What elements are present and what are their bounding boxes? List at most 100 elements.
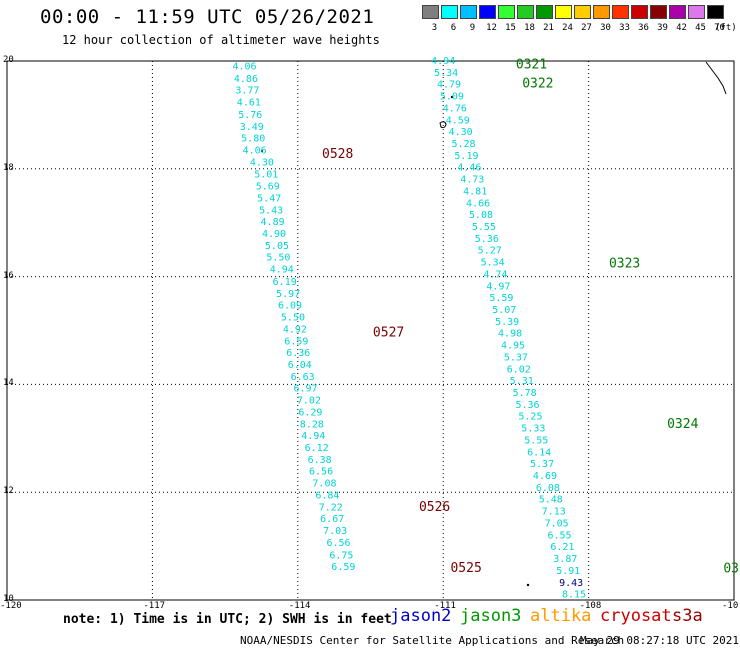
wave-height-value: 4.94 bbox=[270, 265, 294, 276]
wave-height-value: 6.59 bbox=[331, 562, 355, 573]
longitude-label: -120 bbox=[0, 601, 22, 611]
longitude-label: -114 bbox=[288, 601, 311, 611]
coastline-segment bbox=[705, 61, 727, 95]
wave-height-value: 4.46 bbox=[457, 163, 481, 174]
wave-height-value: 5.50 bbox=[266, 253, 290, 264]
latitude-label: 18 bbox=[3, 162, 14, 173]
wave-height-value: 5.05 bbox=[265, 241, 289, 252]
wave-height-value: 5.91 bbox=[556, 566, 580, 577]
island-marker bbox=[260, 149, 264, 153]
wave-height-value: 6.75 bbox=[329, 550, 353, 561]
wave-height-value: 4.73 bbox=[460, 175, 484, 186]
wave-height-value: 4.59 bbox=[446, 115, 470, 126]
wave-height-value: 7.05 bbox=[545, 518, 569, 529]
map-frame bbox=[6, 60, 735, 601]
wave-height-value: 4.74 bbox=[483, 269, 507, 280]
wave-height-value: 4.06 bbox=[232, 61, 256, 72]
wave-height-value: 5.55 bbox=[524, 435, 548, 446]
generation-timestamp: May 29 08:27:18 UTC 2021 bbox=[580, 634, 739, 647]
wave-height-value: 5.78 bbox=[513, 388, 537, 399]
legend-label: 3 bbox=[431, 23, 438, 33]
legend-label: 39 bbox=[657, 23, 668, 33]
pass-time-label: 0525 bbox=[450, 561, 481, 576]
satellite-name: altika bbox=[530, 606, 592, 626]
legend-swatch bbox=[631, 5, 648, 19]
longitude-label: -117 bbox=[143, 601, 166, 611]
wave-height-value: 5.19 bbox=[454, 151, 478, 162]
wave-height-value: 3.87 bbox=[553, 554, 577, 565]
legend-swatch bbox=[479, 5, 496, 19]
legend-label: 18 bbox=[524, 23, 535, 33]
wave-height-value: 6.19 bbox=[273, 277, 297, 288]
latitude-label: 10 bbox=[3, 594, 14, 604]
latitude-label: 12 bbox=[3, 486, 14, 497]
wave-height-value: 5.97 bbox=[276, 289, 300, 300]
pass-time-label: 0321 bbox=[516, 58, 547, 73]
wave-height-value: 5.37 bbox=[504, 352, 528, 363]
legend-label: 36 bbox=[638, 23, 649, 33]
satellite-name: jason2 bbox=[390, 606, 452, 626]
wave-height-value: 5.27 bbox=[478, 246, 502, 257]
wave-height-value: 4.98 bbox=[498, 329, 522, 340]
latitude-label: 14 bbox=[3, 378, 14, 389]
wave-height-value: 8.15 bbox=[562, 590, 586, 601]
legend-unit: (ft) bbox=[715, 23, 737, 33]
wave-height-value: 6.97 bbox=[294, 384, 318, 395]
wave-height-value: 6.55 bbox=[547, 530, 571, 541]
wave-height-value: 5.76 bbox=[238, 110, 262, 121]
wave-height-value: 5.47 bbox=[257, 193, 281, 204]
legend-swatch bbox=[688, 5, 705, 19]
island-marker bbox=[526, 583, 530, 587]
legend-swatch bbox=[707, 5, 724, 19]
wave-height-value: 5.36 bbox=[475, 234, 499, 245]
wave-height-value: 6.56 bbox=[309, 467, 333, 478]
pass-time-label: 0325 bbox=[723, 562, 740, 577]
legend-label: 30 bbox=[600, 23, 611, 33]
pass-time-label: 0528 bbox=[322, 147, 353, 162]
wave-height-value: 7.03 bbox=[323, 526, 347, 537]
legend-label: 12 bbox=[486, 23, 497, 33]
wave-height-value: 4.79 bbox=[437, 80, 461, 91]
legend-swatch bbox=[650, 5, 667, 19]
wave-height-value: 5.69 bbox=[256, 182, 280, 193]
wave-height-value: 6.63 bbox=[291, 372, 315, 383]
wave-height-value: 3.77 bbox=[235, 86, 259, 97]
track-west: 4.064.863.774.615.763.495.804.064.305.01… bbox=[232, 61, 355, 573]
wave-height-value: 4.89 bbox=[261, 217, 285, 228]
latitude-label: 20 bbox=[3, 55, 14, 65]
island-marker bbox=[450, 95, 454, 99]
wave-height-value: 5.37 bbox=[530, 459, 554, 470]
island-marker bbox=[439, 121, 447, 129]
wave-height-value: 4.66 bbox=[466, 198, 490, 209]
satellite-name: s3a bbox=[672, 606, 703, 626]
wave-height-value: 4.97 bbox=[486, 281, 510, 292]
legend-label: 27 bbox=[581, 23, 592, 33]
legend-label: 42 bbox=[676, 23, 687, 33]
wave-height-value: 4.81 bbox=[463, 186, 487, 197]
wave-height-value: 5.34 bbox=[481, 258, 505, 269]
satellite-name: jason3 bbox=[460, 606, 522, 626]
legend-label: 45 bbox=[695, 23, 706, 33]
latitude-label: 16 bbox=[3, 270, 14, 281]
wave-height-value: 9.43 bbox=[559, 578, 583, 589]
pass-time-label: 0323 bbox=[609, 257, 640, 272]
wave-height-value: 4.94 bbox=[431, 56, 455, 67]
wave-height-value: 5.39 bbox=[495, 317, 519, 328]
wave-height-value: 4.95 bbox=[501, 341, 525, 352]
wave-height-value: 5.31 bbox=[510, 376, 534, 387]
map-subtitle: 12 hour collection of altimeter wave hei… bbox=[62, 33, 380, 47]
legend-label: 33 bbox=[619, 23, 630, 33]
pass-time-label: 0526 bbox=[419, 500, 450, 515]
wave-height-value: 6.02 bbox=[507, 364, 531, 375]
wave-height-value: 5.28 bbox=[452, 139, 476, 150]
wave-height-value: 3.49 bbox=[240, 122, 264, 133]
wave-height-value: 5.50 bbox=[281, 313, 305, 324]
wave-height-value: 5.80 bbox=[241, 134, 265, 145]
legend-label: 6 bbox=[450, 23, 457, 33]
wave-height-value: 5.08 bbox=[469, 210, 493, 221]
legend-label: 21 bbox=[543, 23, 554, 33]
pass-time-label: 0527 bbox=[373, 326, 404, 341]
data-source: NOAA/NESDIS Center for Satellite Applica… bbox=[240, 634, 625, 647]
wave-height-value: 4.30 bbox=[449, 127, 473, 138]
